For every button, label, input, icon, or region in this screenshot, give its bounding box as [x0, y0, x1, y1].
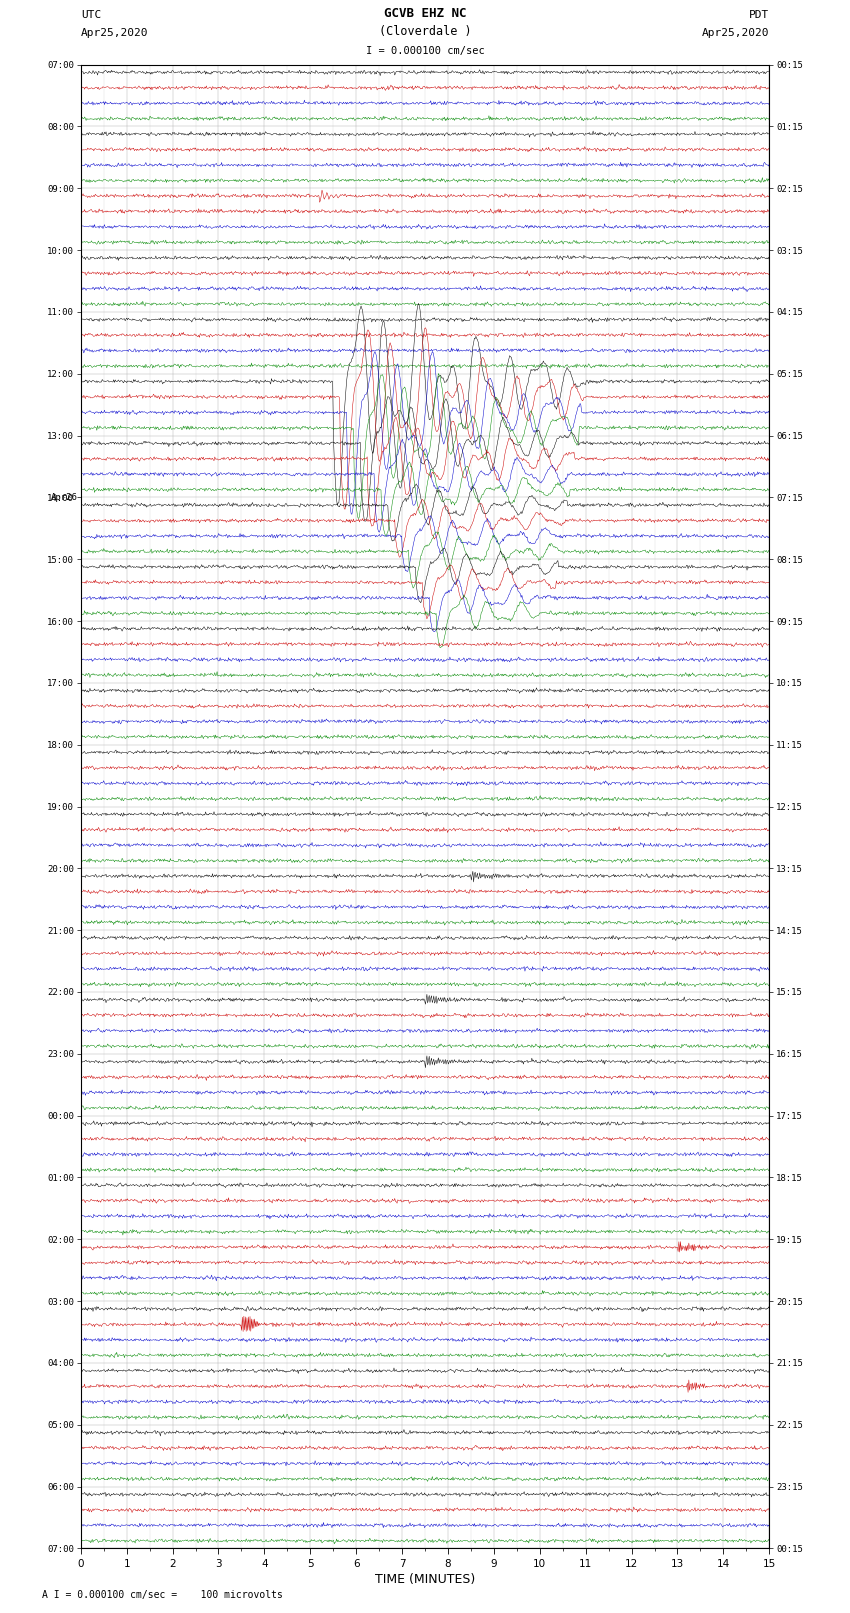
Text: PDT: PDT: [749, 10, 769, 19]
Text: (Cloverdale ): (Cloverdale ): [379, 24, 471, 37]
Text: Apr25,2020: Apr25,2020: [81, 27, 148, 37]
Text: Apr25,2020: Apr25,2020: [702, 27, 769, 37]
Text: A I = 0.000100 cm/sec =    100 microvolts: A I = 0.000100 cm/sec = 100 microvolts: [42, 1590, 283, 1600]
Text: UTC: UTC: [81, 10, 101, 19]
Text: GCVB EHZ NC: GCVB EHZ NC: [383, 6, 467, 19]
X-axis label: TIME (MINUTES): TIME (MINUTES): [375, 1573, 475, 1586]
Text: I = 0.000100 cm/sec: I = 0.000100 cm/sec: [366, 45, 484, 55]
Text: Apr26: Apr26: [50, 494, 77, 502]
